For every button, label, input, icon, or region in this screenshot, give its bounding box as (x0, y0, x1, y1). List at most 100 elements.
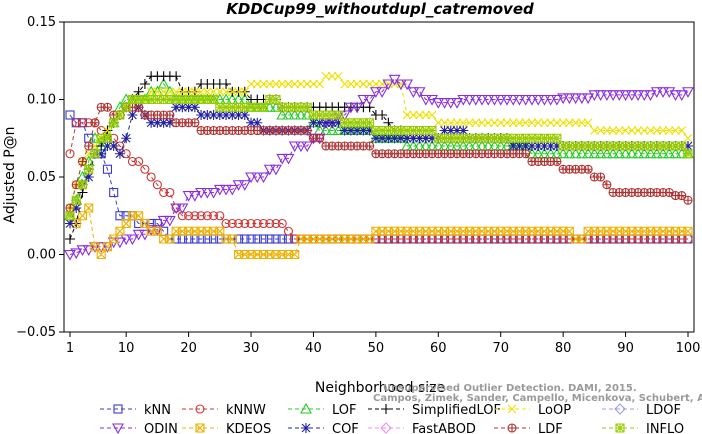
data-point (663, 147, 676, 159)
data-point (607, 90, 620, 101)
data-point (76, 245, 89, 256)
legend-label: kNN (144, 403, 171, 418)
legend-item-ldf: LDF (494, 422, 563, 434)
data-point (377, 79, 387, 89)
data-point (457, 94, 470, 106)
data-point (619, 147, 632, 159)
data-point (302, 102, 312, 112)
data-point (588, 90, 601, 101)
data-point (482, 94, 495, 106)
data-point (233, 234, 244, 244)
data-point (77, 156, 88, 167)
data-point (157, 215, 170, 227)
data-point (365, 234, 375, 244)
watermark: Unsupervised Outlier Detection. DAMI, 20… (373, 383, 702, 404)
data-point (320, 124, 332, 136)
data-point (327, 117, 338, 128)
data-point (545, 141, 556, 151)
x-tick-label: 90 (617, 341, 634, 356)
data-point (209, 211, 219, 221)
data-point (519, 94, 532, 106)
data-point (83, 172, 94, 182)
data-point (600, 90, 613, 101)
data-point (365, 141, 375, 151)
data-point (496, 118, 506, 128)
data-point (352, 79, 362, 89)
data-point (444, 98, 457, 109)
data-point (414, 133, 425, 144)
data-point (71, 118, 81, 128)
data-point (232, 180, 245, 191)
data-point (288, 141, 301, 153)
data-point (189, 102, 200, 113)
data-point (533, 118, 543, 128)
data-point (70, 248, 83, 260)
data-point (215, 87, 225, 97)
data-point (157, 77, 170, 89)
data-point (163, 215, 176, 227)
series-line (69, 106, 688, 224)
legend-item-odin: ODIN (100, 422, 178, 434)
data-point (420, 133, 431, 144)
data-point (90, 149, 100, 159)
data-point (146, 117, 157, 128)
data-point (565, 118, 574, 128)
data-point (84, 164, 94, 174)
legend-marker (615, 423, 625, 433)
data-point (127, 110, 138, 120)
data-point (526, 141, 537, 151)
data-point (433, 118, 443, 128)
data-point (539, 141, 550, 151)
x-tick-label: 80 (555, 341, 572, 356)
data-point (171, 102, 182, 113)
data-point (557, 93, 570, 105)
data-point (369, 87, 382, 98)
data-point (64, 249, 76, 261)
data-point (575, 93, 588, 105)
data-point (476, 94, 488, 106)
legend-label: LoOP (538, 403, 571, 418)
data-point (165, 110, 175, 120)
data-point (508, 118, 518, 128)
data-point (396, 79, 406, 89)
data-point (419, 94, 432, 106)
data-point (677, 141, 687, 151)
data-point (544, 94, 557, 106)
data-point (226, 184, 239, 196)
y-tick-label: 0.05 (27, 170, 56, 185)
data-point (638, 147, 651, 159)
data-point (165, 187, 175, 198)
data-point (427, 133, 438, 144)
data-point (683, 141, 693, 151)
data-point (263, 164, 276, 176)
data-point (540, 118, 549, 128)
data-point (321, 71, 331, 81)
data-point (365, 118, 375, 128)
data-point (152, 180, 162, 190)
data-point (276, 153, 289, 165)
legend-item-simplifiedlof: SimplifiedLOF (368, 403, 501, 418)
data-point (121, 133, 132, 144)
data-point (365, 79, 375, 89)
data-point (683, 195, 693, 205)
data-point (184, 211, 194, 221)
legend-label: LDOF (646, 403, 681, 418)
data-point (521, 118, 531, 128)
data-point (514, 141, 525, 151)
data-point (153, 87, 162, 97)
data-point (146, 87, 156, 97)
data-point (463, 94, 476, 106)
data-point (182, 191, 195, 202)
data-point (625, 147, 638, 159)
chart-title: KDDCup99_withoutdupl_catremoved (226, 0, 534, 18)
data-point (221, 218, 231, 229)
data-point (265, 218, 275, 229)
data-point (84, 203, 94, 213)
data-point (252, 234, 262, 244)
series-cof (65, 102, 693, 229)
data-point (439, 125, 450, 136)
data-point (607, 147, 620, 159)
legend-marker (301, 423, 311, 433)
data-point (276, 108, 289, 120)
data-point (258, 102, 269, 112)
